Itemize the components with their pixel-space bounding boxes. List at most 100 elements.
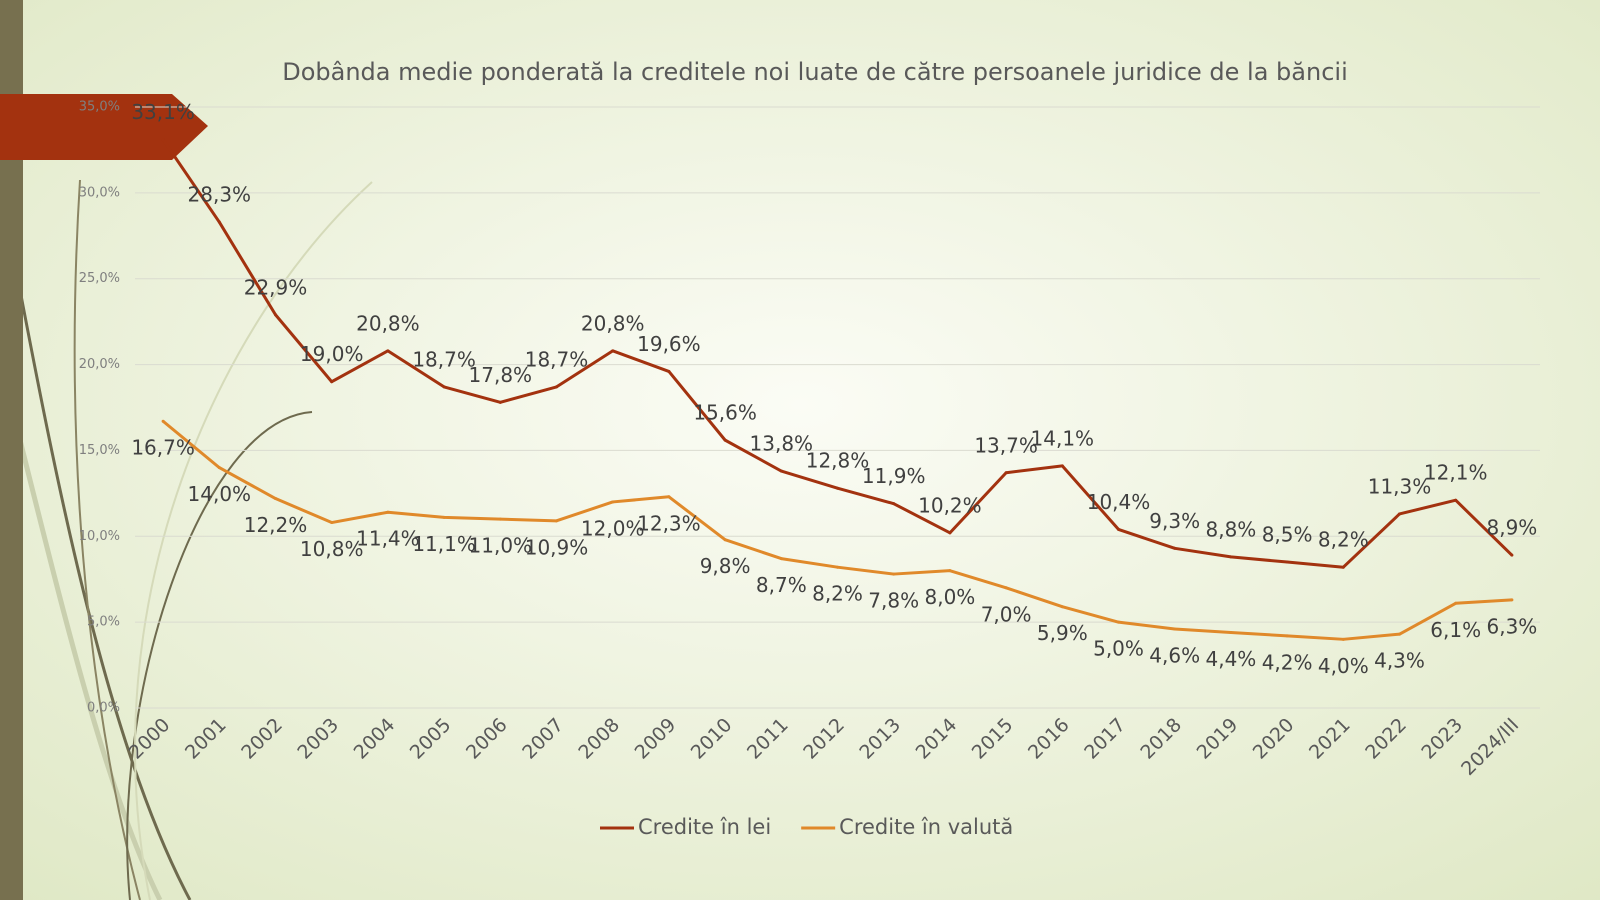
data-label: 22,9%	[244, 275, 308, 299]
data-label: 8,0%	[924, 585, 975, 609]
data-label: 10,4%	[1087, 490, 1151, 514]
data-label: 9,3%	[1149, 509, 1200, 533]
data-point	[611, 500, 615, 504]
data-point	[611, 349, 615, 353]
data-label: 33,1%	[131, 100, 195, 124]
data-point	[386, 510, 390, 514]
data-point	[779, 469, 783, 473]
data-point	[892, 572, 896, 576]
data-point	[836, 486, 839, 490]
data-label: 8,2%	[812, 582, 863, 606]
data-label: 12,1%	[1424, 461, 1488, 485]
data-label: 19,6%	[637, 332, 701, 356]
data-point	[274, 497, 277, 501]
data-point	[1117, 620, 1120, 624]
data-point	[330, 380, 334, 384]
decor-curve	[73, 179, 141, 901]
data-label: 12,3%	[637, 511, 701, 535]
data-point	[1285, 560, 1289, 564]
data-label: 10,8%	[300, 537, 364, 561]
data-label: 4,4%	[1205, 647, 1256, 671]
data-point	[723, 438, 727, 442]
data-point	[948, 531, 952, 535]
data-point	[498, 517, 502, 521]
data-point	[1341, 565, 1345, 569]
data-label: 18,7%	[525, 347, 589, 371]
data-point	[1229, 630, 1233, 634]
data-point	[1398, 512, 1401, 516]
data-label: 11,9%	[862, 464, 926, 488]
y-tick-label: 35,0%	[79, 100, 120, 115]
data-label: 16,7%	[131, 436, 195, 460]
data-point	[274, 313, 277, 317]
data-point	[1117, 527, 1120, 531]
data-label: 14,1%	[1031, 426, 1095, 450]
decor-curve	[18, 289, 192, 901]
data-label: 15,6%	[693, 401, 757, 425]
data-point	[1510, 598, 1514, 602]
data-point	[1060, 605, 1064, 609]
legend-label: Credite în valută	[839, 815, 1013, 839]
data-point	[386, 349, 390, 353]
data-point	[1004, 586, 1008, 590]
y-tick-label: 15,0%	[79, 443, 120, 458]
data-point	[1454, 601, 1458, 605]
data-label: 6,3%	[1486, 614, 1537, 638]
data-point	[161, 419, 165, 423]
decor-curve	[134, 181, 373, 901]
data-label: 5,9%	[1037, 621, 1088, 645]
data-label: 28,3%	[188, 183, 252, 207]
decor-curve	[17, 439, 163, 902]
data-label: 11,4%	[356, 527, 420, 551]
data-point	[1004, 471, 1008, 475]
chart-title: Dobânda medie ponderată la creditele noi…	[282, 58, 1348, 86]
data-label: 5,0%	[1093, 637, 1144, 661]
y-tick-label: 5,0%	[87, 615, 120, 630]
y-tick-label: 20,0%	[79, 357, 120, 372]
data-point	[217, 220, 221, 224]
y-tick-label: 10,0%	[79, 529, 120, 544]
data-label: 12,2%	[244, 513, 308, 537]
data-label: 10,2%	[918, 493, 982, 517]
data-point	[667, 495, 671, 499]
data-label: 4,3%	[1374, 649, 1425, 673]
data-label: 8,8%	[1205, 517, 1256, 541]
data-point	[779, 557, 783, 561]
data-label: 4,2%	[1262, 650, 1313, 674]
legend-label: Credite în lei	[638, 815, 771, 839]
data-label: 6,1%	[1430, 618, 1481, 642]
data-point	[892, 502, 896, 506]
data-point	[723, 538, 727, 542]
data-point	[1173, 627, 1177, 631]
data-label: 13,8%	[750, 432, 814, 456]
data-label: 20,8%	[356, 311, 420, 335]
data-point	[442, 515, 446, 519]
data-label: 8,2%	[1318, 528, 1369, 552]
data-label: 9,8%	[700, 554, 751, 578]
decor-curves	[17, 179, 373, 902]
data-label: 7,0%	[981, 602, 1032, 626]
data-point	[555, 519, 558, 523]
data-label: 11,1%	[412, 532, 476, 556]
data-point	[1454, 498, 1458, 502]
y-tick-label: 30,0%	[79, 185, 120, 200]
data-point	[948, 569, 952, 573]
data-label: 17,8%	[469, 363, 533, 387]
data-point	[1229, 555, 1233, 559]
data-label: 13,7%	[974, 433, 1038, 457]
data-point	[1341, 637, 1345, 641]
data-point	[217, 466, 221, 470]
data-label: 19,0%	[300, 342, 364, 366]
data-point	[1398, 632, 1401, 636]
data-point	[1285, 634, 1289, 638]
data-point	[442, 385, 446, 389]
side-bar	[0, 0, 23, 900]
title-arrow	[0, 94, 208, 160]
data-point	[1173, 546, 1177, 550]
data-point	[1510, 553, 1514, 557]
data-point	[836, 565, 839, 569]
data-point	[1060, 464, 1064, 468]
data-point	[555, 385, 558, 389]
data-label: 8,5%	[1262, 523, 1313, 547]
